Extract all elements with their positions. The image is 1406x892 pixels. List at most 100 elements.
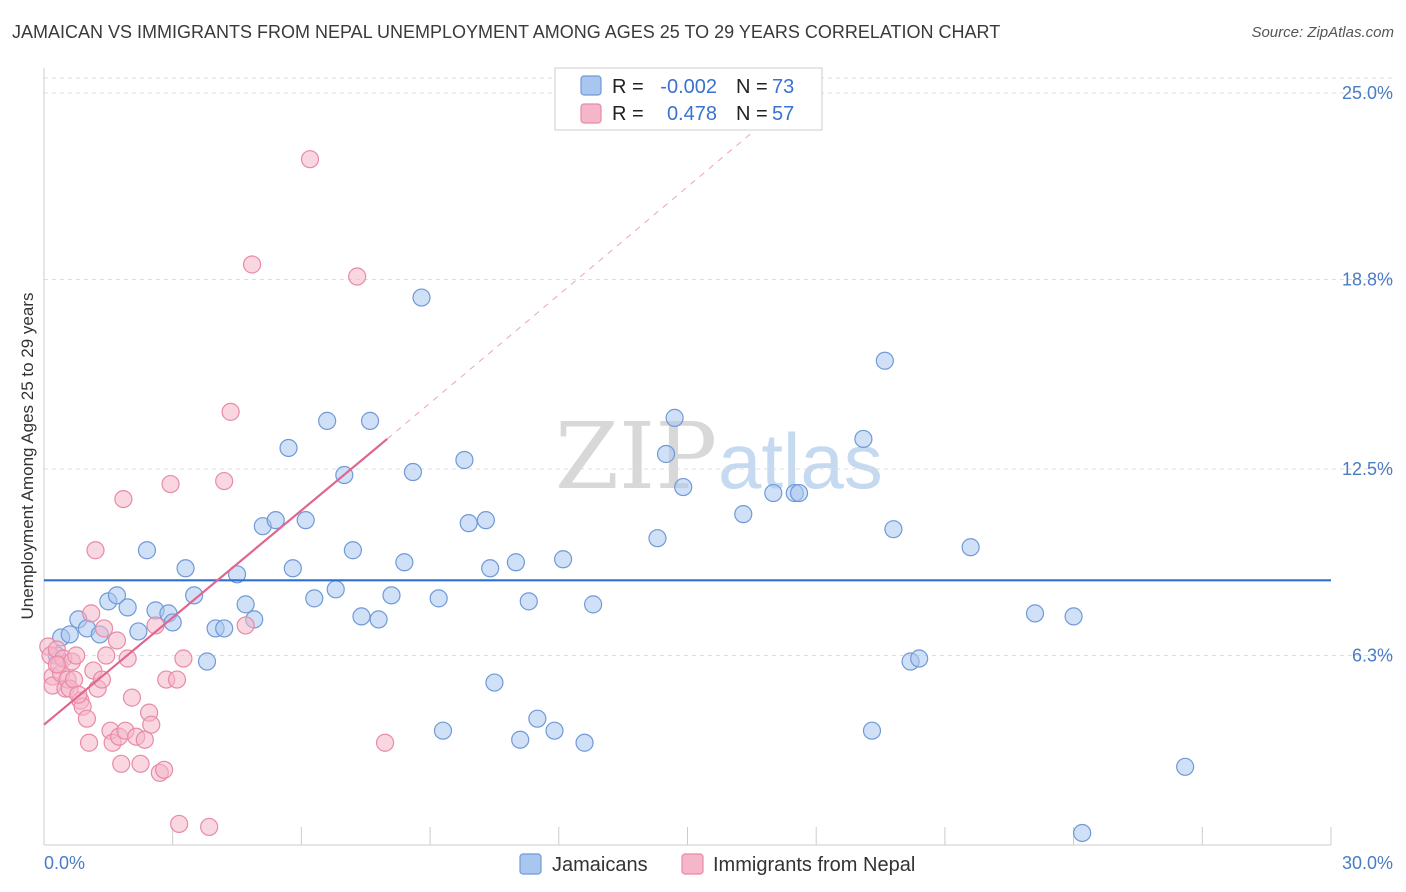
jamaicans-point-2 xyxy=(60,625,79,644)
stats-swatch-nepal xyxy=(580,103,602,124)
jamaicans-point-53 xyxy=(584,595,603,614)
nepal-point-29 xyxy=(112,754,131,773)
y-tick-label-1: 12.5% xyxy=(1342,459,1393,479)
jamaicans-point-48 xyxy=(519,592,538,611)
jamaicans-point-23 xyxy=(266,511,285,530)
jamaicans-point-54 xyxy=(648,529,667,548)
nepal-point-45 xyxy=(170,814,189,834)
nepal-point-35 xyxy=(131,754,150,773)
nepal-point-23 xyxy=(94,619,114,638)
nepal-point-53 xyxy=(348,267,367,286)
y-tick-label-2: 18.8% xyxy=(1342,270,1393,290)
jamaicans-point-13 xyxy=(163,613,182,632)
jamaicans-point-42 xyxy=(459,514,478,533)
nepal-point-36 xyxy=(135,730,154,749)
jamaicans-point-26 xyxy=(296,511,315,530)
legend-label-jamaicans: Jamaicans xyxy=(552,854,648,876)
jamaicans-point-9 xyxy=(129,622,148,641)
nepal-point-43 xyxy=(161,474,180,494)
jamaicans-point-57 xyxy=(674,477,693,497)
jamaicans-point-55 xyxy=(656,444,676,464)
jamaicans-point-39 xyxy=(429,589,448,608)
bottom-legend: Jamaicans Immigrants from Nepal xyxy=(519,853,915,876)
chart-source: Source: ZipAtlas.com xyxy=(1251,24,1394,41)
jamaicans-point-65 xyxy=(884,520,903,539)
y-tick-labels: 6.3% 12.5% 18.8% 25.0% xyxy=(1342,83,1393,665)
nepal-point-22 xyxy=(92,670,112,689)
jamaicans-point-27 xyxy=(305,589,324,608)
nepal-points xyxy=(39,150,395,837)
jamaicans-point-72 xyxy=(1176,757,1195,776)
jamaicans-point-28 xyxy=(318,411,337,430)
jamaicans-point-46 xyxy=(506,553,526,572)
nepal-point-47 xyxy=(200,817,219,837)
jamaicans-point-71 xyxy=(1073,823,1092,843)
jamaicans-point-59 xyxy=(764,483,783,503)
nepal-trend-extension xyxy=(386,128,757,440)
stats-r-value-jamaicans: -0.002 xyxy=(660,76,717,98)
nepal-point-24 xyxy=(97,646,116,665)
jamaicans-point-33 xyxy=(360,411,380,430)
chart-title: JAMAICAN VS IMMIGRANTS FROM NEPAL UNEMPL… xyxy=(12,22,1001,42)
stats-n-value-jamaicans: 73 xyxy=(772,76,794,98)
jamaicans-point-61 xyxy=(789,483,809,503)
trend-lines xyxy=(43,128,1331,726)
nepal-point-17 xyxy=(79,733,99,752)
jamaicans-point-25 xyxy=(283,559,302,578)
jamaicans-point-44 xyxy=(481,559,500,578)
legend-label-nepal: Immigrants from Nepal xyxy=(713,854,915,876)
grid xyxy=(44,77,1393,657)
nepal-point-33 xyxy=(122,688,142,707)
y-tick-label-3: 25.0% xyxy=(1342,83,1393,103)
stats-n-label-jamaicans: N = xyxy=(736,76,768,98)
x-ticks xyxy=(43,827,1332,845)
jamaicans-point-8 xyxy=(118,598,137,617)
legend-swatch-nepal xyxy=(681,853,704,875)
nepal-point-38 xyxy=(142,715,161,734)
nepal-point-30 xyxy=(114,489,133,509)
jamaicans-point-68 xyxy=(961,538,980,557)
nepal-point-20 xyxy=(86,541,105,560)
nepal-point-51 xyxy=(242,255,262,274)
jamaicans-point-51 xyxy=(553,550,573,569)
jamaicans-points xyxy=(47,288,1195,843)
jamaicans-point-37 xyxy=(403,462,423,482)
jamaicans-point-50 xyxy=(545,721,564,740)
nepal-point-46 xyxy=(174,649,193,668)
jamaicans-point-16 xyxy=(197,652,217,671)
jamaicans-point-56 xyxy=(665,408,684,427)
nepal-trend-line xyxy=(43,438,388,726)
jamaicans-point-24 xyxy=(279,438,298,458)
jamaicans-point-7 xyxy=(107,586,127,605)
jamaicans-point-40 xyxy=(433,721,453,740)
nepal-point-41 xyxy=(155,760,174,779)
jamaicans-point-47 xyxy=(511,730,530,749)
stats-n-label-nepal: N = xyxy=(736,103,768,125)
jamaicans-point-34 xyxy=(369,610,388,629)
watermark: ZIP atlas xyxy=(555,403,883,510)
jamaicans-point-41 xyxy=(455,450,474,470)
stats-n-value-nepal: 57 xyxy=(772,103,794,125)
jamaicans-point-20 xyxy=(236,595,255,614)
jamaicans-point-32 xyxy=(352,607,371,626)
jamaicans-point-62 xyxy=(854,429,873,449)
jamaicans-point-29 xyxy=(326,580,345,599)
jamaicans-point-67 xyxy=(910,649,929,668)
jamaicans-point-49 xyxy=(528,709,547,728)
jamaicans-point-19 xyxy=(227,565,247,584)
nepal-point-49 xyxy=(221,402,240,421)
nepal-point-55 xyxy=(47,655,66,674)
jamaicans-point-38 xyxy=(412,288,431,307)
x-tick-label-min: 0.0% xyxy=(44,853,85,873)
stats-legend: R = -0.002 N = 73 R = 0.478 N = 57 xyxy=(554,67,823,131)
stats-r-label-jamaicans: R = xyxy=(612,76,644,98)
nepal-point-32 xyxy=(118,649,137,668)
legend-swatch-jamaicans xyxy=(519,853,542,875)
stats-r-label-nepal: R = xyxy=(612,103,644,125)
nepal-point-27 xyxy=(107,631,127,650)
stats-r-value-nepal: 0.478 xyxy=(667,103,717,125)
jamaicans-point-10 xyxy=(137,541,157,560)
y-tick-label-0: 6.3% xyxy=(1352,646,1393,666)
nepal-point-16 xyxy=(77,709,97,728)
